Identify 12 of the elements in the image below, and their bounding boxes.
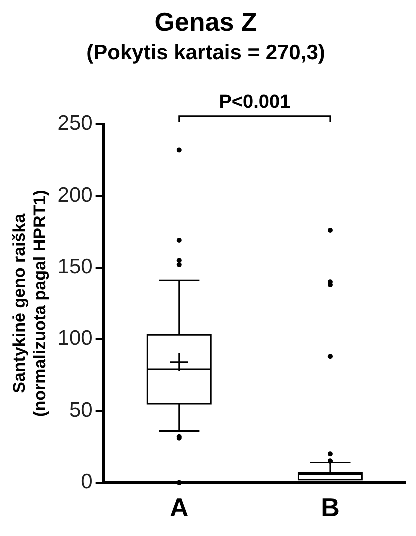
y-tick-label: 150	[58, 256, 93, 279]
text: P<0.001	[219, 92, 292, 114]
y-tick-label: 0	[81, 470, 93, 494]
y-tick-label: 50	[69, 398, 93, 422]
x-tick-label: B	[321, 492, 340, 523]
x-tick-label: A	[170, 492, 189, 523]
chart-subtitle: (Pokytis kartais = 270,3)	[86, 42, 326, 65]
y-tick-label: 100	[58, 327, 93, 350]
y-tick-label: 200	[58, 184, 93, 207]
y-tick-label: 250	[58, 112, 93, 136]
y-axis-title: Santykinė geno raiška (normalizuota pagal HPRT1)	[10, 190, 50, 417]
chart-title: Genas Z	[154, 6, 258, 37]
